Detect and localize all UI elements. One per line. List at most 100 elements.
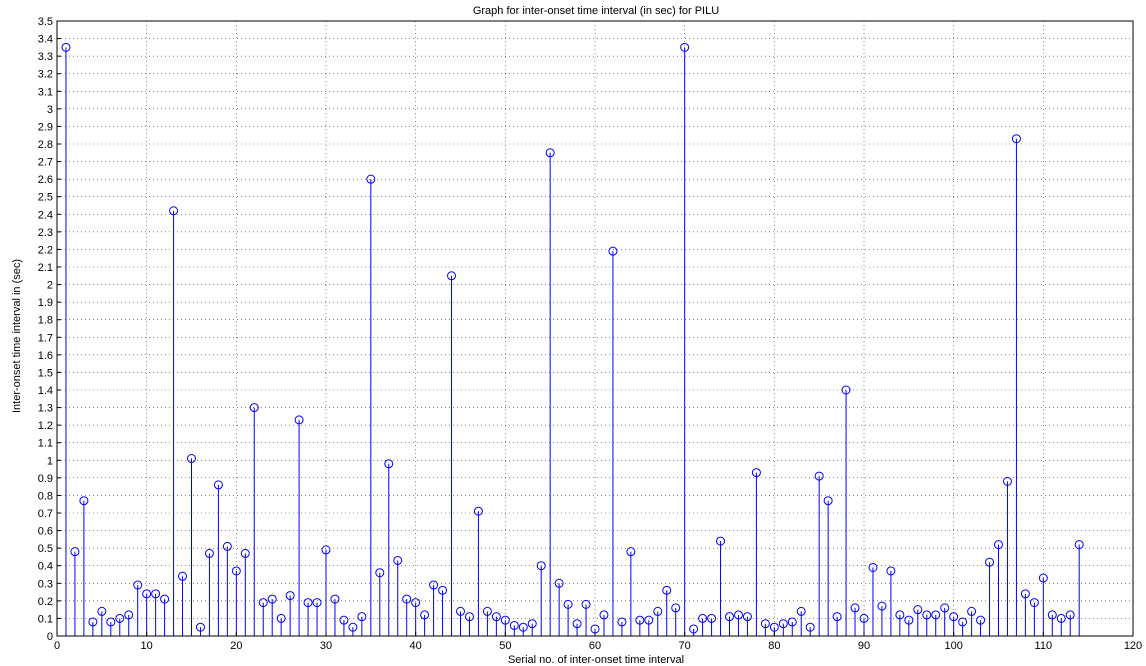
y-tick-label: 0.6 (38, 526, 53, 538)
data-point (1056, 613, 1066, 623)
y-tick-label: 0.2 (38, 596, 53, 608)
data-point (689, 624, 699, 634)
data-point (985, 557, 995, 567)
data-point (169, 206, 179, 216)
data-point (429, 580, 439, 590)
chart-title: Graph for inter-onset time interval (in … (473, 5, 719, 17)
y-tick-label: 2.9 (38, 121, 53, 133)
y-tick-label: 2.7 (38, 157, 53, 169)
data-point (411, 598, 421, 608)
data-point (312, 598, 322, 608)
data-point (913, 605, 923, 615)
y-tick-label: 1.7 (38, 332, 53, 344)
data-point (832, 612, 842, 622)
y-tick-label: 3.5 (38, 16, 53, 28)
y-tick-label: 3.2 (38, 69, 53, 81)
data-point (895, 610, 905, 620)
data-point (1029, 598, 1039, 608)
data-point (859, 613, 869, 623)
data-point (258, 598, 268, 608)
y-tick-label: 1 (47, 455, 53, 467)
data-point (751, 468, 761, 478)
data-point (563, 599, 573, 609)
data-point (276, 613, 286, 623)
x-axis-ticks: 0 10 20 30 40 50 60 70 80 90 100 110 120 (54, 632, 1142, 652)
data-point (366, 174, 376, 184)
y-tick-label: 1.9 (38, 297, 53, 309)
data-point (698, 613, 708, 623)
data-point (877, 601, 887, 611)
x-tick-label: 80 (768, 640, 780, 652)
data-point (1002, 476, 1012, 486)
x-tick-label: 70 (679, 640, 691, 652)
data-point (464, 612, 474, 622)
data-point (285, 591, 295, 601)
data-point (222, 541, 232, 551)
grid-lines (56, 20, 1134, 637)
data-point (456, 606, 465, 616)
data-point (348, 622, 358, 632)
data-point (554, 578, 564, 588)
x-tick-label: 100 (944, 640, 962, 652)
y-tick-label: 0.7 (38, 508, 53, 520)
data-point (653, 606, 663, 616)
y-axis-label: Inter-onset time interval in (sec) (11, 259, 23, 413)
data-point (814, 471, 824, 481)
y-tick-label: 2.6 (38, 174, 53, 186)
y-tick-label: 2.4 (38, 209, 53, 221)
y-tick-label: 1.3 (38, 403, 53, 415)
data-point (707, 613, 717, 623)
data-point (545, 148, 555, 158)
x-tick-label: 60 (589, 640, 601, 652)
data-point (940, 603, 950, 613)
data-point (151, 589, 161, 599)
data-point (294, 415, 304, 425)
data-point (357, 612, 367, 622)
data-point (330, 594, 340, 604)
data-point (725, 612, 734, 622)
data-point (680, 42, 690, 52)
data-point (420, 610, 430, 620)
data-point (133, 580, 143, 590)
data-point (438, 585, 448, 595)
y-tick-label: 1.2 (38, 420, 53, 432)
data-point (581, 599, 591, 609)
data-point (61, 42, 71, 52)
data-point (187, 454, 196, 464)
data-point (958, 617, 968, 627)
x-tick-label: 20 (230, 640, 242, 652)
x-tick-label: 120 (1124, 640, 1142, 652)
y-axis-ticks: 0 0.1 0.2 0.3 0.4 0.5 0.6 0.7 0.8 0.9 1 1.1 1.2 1.3 1.… (38, 16, 61, 643)
data-point (626, 547, 636, 557)
data-point (617, 617, 627, 627)
y-tick-label: 2.1 (38, 262, 53, 274)
data-point (384, 459, 394, 469)
data-point (393, 555, 403, 565)
data-point (491, 612, 501, 622)
data-point (213, 480, 223, 490)
x-tick-label: 50 (499, 640, 511, 652)
data-point (142, 589, 152, 599)
y-tick-label: 2.2 (38, 244, 53, 256)
data-point (1011, 134, 1021, 144)
data-point (922, 610, 932, 620)
data-point (841, 385, 851, 395)
data-point (321, 545, 331, 555)
data-point (1047, 610, 1057, 620)
data-point (267, 594, 277, 604)
data-point (1020, 589, 1030, 599)
data-point (733, 610, 743, 620)
data-point (195, 622, 205, 632)
y-tick-label: 1.6 (38, 350, 53, 362)
data-point (994, 540, 1003, 550)
y-tick-label: 0.4 (38, 561, 53, 573)
y-tick-label: 2.8 (38, 139, 53, 151)
data-point (742, 612, 752, 622)
x-tick-label: 30 (320, 640, 332, 652)
data-point (787, 617, 797, 627)
data-point (716, 536, 726, 546)
data-point (500, 615, 510, 625)
data-point (447, 271, 457, 281)
y-tick-label: 3 (47, 104, 53, 116)
